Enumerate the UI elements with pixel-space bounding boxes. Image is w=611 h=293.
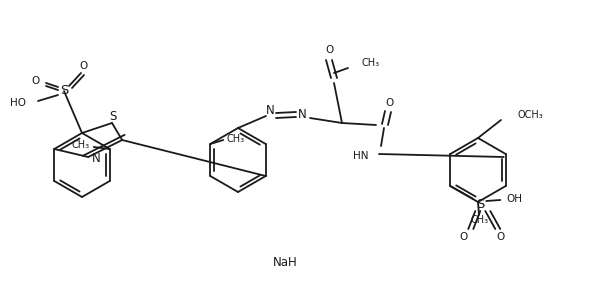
Text: S: S [476,197,485,210]
Text: O: O [385,98,393,108]
Text: CH₃: CH₃ [71,140,90,150]
Text: OCH₃: OCH₃ [518,110,544,120]
Text: O: O [496,232,505,242]
Text: O: O [80,61,88,71]
Text: O: O [459,232,467,242]
Text: CH₃: CH₃ [361,58,379,68]
Text: S: S [60,84,68,98]
Text: HO: HO [10,98,26,108]
Text: NaH: NaH [273,256,298,270]
Text: O: O [32,76,40,86]
Text: N: N [92,152,101,166]
Text: CH₃: CH₃ [226,134,244,144]
Text: N: N [266,103,274,117]
Text: HN: HN [354,151,369,161]
Text: S: S [109,110,117,122]
Text: CH₃: CH₃ [471,215,489,225]
Text: N: N [298,108,306,122]
Text: O: O [325,45,333,55]
Text: OH: OH [507,194,522,204]
